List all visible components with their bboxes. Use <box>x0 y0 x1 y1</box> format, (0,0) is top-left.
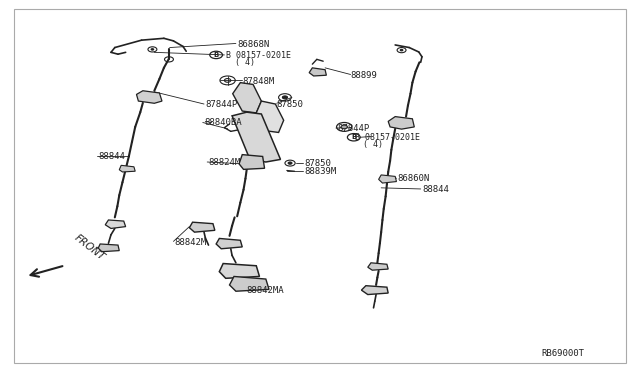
Text: RB69000T: RB69000T <box>541 350 585 359</box>
Text: 87848M: 87848M <box>243 77 275 86</box>
Polygon shape <box>99 244 119 252</box>
Polygon shape <box>368 263 388 270</box>
Polygon shape <box>216 238 243 249</box>
Text: B 08157-0201E: B 08157-0201E <box>355 133 420 142</box>
Polygon shape <box>230 276 269 291</box>
Polygon shape <box>105 220 125 228</box>
Text: B: B <box>351 134 356 140</box>
Text: 88839M: 88839M <box>305 167 337 176</box>
Polygon shape <box>256 101 284 132</box>
Text: 87844P: 87844P <box>205 100 237 109</box>
Text: 86860N: 86860N <box>397 174 430 183</box>
Circle shape <box>341 125 348 129</box>
Circle shape <box>400 49 403 51</box>
Text: B 08157-0201E: B 08157-0201E <box>227 51 291 60</box>
Circle shape <box>282 96 287 99</box>
Text: ( 4): ( 4) <box>235 58 255 67</box>
Circle shape <box>288 162 292 164</box>
Text: 88844: 88844 <box>99 152 125 161</box>
Polygon shape <box>388 116 414 129</box>
Text: 88842M: 88842M <box>175 238 207 247</box>
Text: ( 4): ( 4) <box>364 140 383 149</box>
Text: 87844P: 87844P <box>337 124 369 133</box>
Polygon shape <box>119 165 135 172</box>
Polygon shape <box>232 112 280 162</box>
Circle shape <box>151 49 154 50</box>
Text: 88842MA: 88842MA <box>246 286 284 295</box>
Text: 88824M: 88824M <box>209 158 241 167</box>
Text: FRONT: FRONT <box>73 233 107 262</box>
Text: 88844: 88844 <box>422 185 449 194</box>
Polygon shape <box>239 155 264 169</box>
Text: 86868N: 86868N <box>237 40 269 49</box>
Polygon shape <box>220 263 259 278</box>
Text: 88840BA: 88840BA <box>204 118 242 127</box>
Text: 87850: 87850 <box>305 159 332 169</box>
Polygon shape <box>233 83 261 113</box>
Polygon shape <box>136 91 162 103</box>
Polygon shape <box>189 222 215 232</box>
Text: B: B <box>214 52 219 58</box>
Text: 87850: 87850 <box>276 100 303 109</box>
Polygon shape <box>379 175 396 183</box>
Polygon shape <box>362 286 388 295</box>
Polygon shape <box>309 68 326 76</box>
Text: 88899: 88899 <box>351 71 378 80</box>
